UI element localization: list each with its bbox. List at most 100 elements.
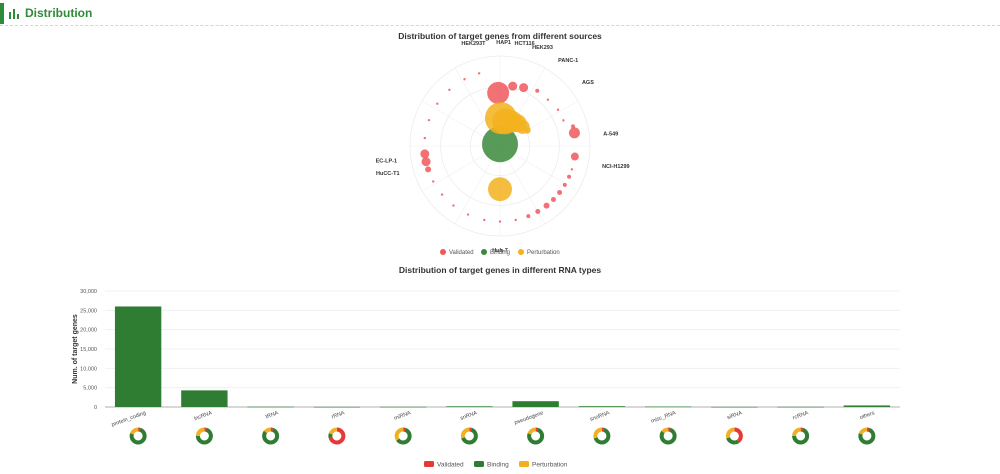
rna-type-bar-chart: Distribution of target genes in differen… xyxy=(72,265,900,469)
donut-tRNA xyxy=(262,427,280,445)
polar-point-27 xyxy=(420,149,430,159)
polar-legend-label-0: Validated xyxy=(449,250,474,256)
polar-angle-label-1: HAP1 xyxy=(496,40,511,46)
polar-angle-label-8: Huh-7 xyxy=(492,248,508,254)
bar-snRNA xyxy=(446,406,493,407)
y-tick-label-6: 30,000 xyxy=(80,289,97,295)
y-tick-label-3: 15,000 xyxy=(80,347,97,353)
polar-point-4 xyxy=(546,98,550,101)
y-tick-label-5: 25,000 xyxy=(80,308,97,314)
polar-point-5 xyxy=(556,108,560,111)
polar-point-2 xyxy=(519,83,529,93)
donut-snRNA xyxy=(460,427,478,445)
polar-point-16 xyxy=(535,208,541,214)
donut-segment-miRNA-1 xyxy=(394,427,412,445)
y-tick-label-0: 0 xyxy=(94,405,97,411)
polar-point-17 xyxy=(526,214,531,219)
polar-point-21 xyxy=(466,213,470,216)
x-tick-label-4: miRNA xyxy=(393,410,412,422)
polar-point-14 xyxy=(550,196,556,202)
bar-siRNA xyxy=(711,406,758,408)
polar-angle-label-9: EC-LP-1 xyxy=(376,158,397,164)
donut-segment-misc_RNA-1 xyxy=(659,427,677,445)
donut-segment-misc_RNA-2 xyxy=(659,427,677,445)
polar-point-15 xyxy=(543,202,550,209)
polar-chart-title: Distribution of target genes from differ… xyxy=(398,31,602,41)
polar-point-3 xyxy=(535,88,540,93)
donut-segment-rRNA-2 xyxy=(328,427,346,445)
donut-segment-rcRNA-1 xyxy=(792,427,810,445)
donut-segment-snoRNA-1 xyxy=(593,427,611,445)
polar-angle-label-4: PANC-1 xyxy=(558,58,578,64)
polar-point-10 xyxy=(570,168,574,171)
x-tick-label-9: siRNA xyxy=(726,410,743,421)
bar-legend-marker-2 xyxy=(519,461,529,467)
x-tick-label-8: misc_RNA xyxy=(650,410,677,425)
polar-point-9 xyxy=(570,152,579,161)
polar-point-33 xyxy=(477,72,481,75)
polar-point-0 xyxy=(487,81,510,104)
donut-segment-rcRNA-2 xyxy=(792,427,810,445)
donut-misc_RNA xyxy=(659,427,677,445)
donut-segment-others-2 xyxy=(858,427,876,445)
bar-miRNA xyxy=(379,406,427,408)
section-header: Distribution xyxy=(0,0,1000,26)
donut-protein_coding xyxy=(129,427,147,445)
bar-chart-icon xyxy=(9,9,19,19)
x-tick-label-10: rcRNA xyxy=(792,410,810,421)
polar-point-31 xyxy=(448,88,451,92)
polar-angle-label-5: AGS xyxy=(582,80,594,86)
polar-point-29 xyxy=(427,118,431,122)
polar-point-6 xyxy=(562,119,565,122)
x-tick-label-11: others xyxy=(859,410,876,421)
polar-point-32 xyxy=(463,78,466,81)
polar-legend-marker-2 xyxy=(518,249,524,255)
bar-others xyxy=(843,405,891,407)
polar-point-11 xyxy=(567,174,572,179)
donut-segment-lncRNA-1 xyxy=(195,427,213,445)
donut-segment-snoRNA-2 xyxy=(593,427,611,445)
polar-point-28 xyxy=(423,136,427,140)
polar-point-1 xyxy=(508,81,518,91)
polar-legend: Validated Binding Perturbation xyxy=(440,249,560,256)
bar-legend-marker-1 xyxy=(474,461,484,467)
x-tick-label-3: rRNA xyxy=(331,410,346,420)
bar-snoRNA xyxy=(578,406,626,407)
polar-point-30 xyxy=(436,102,439,105)
polar-points xyxy=(420,72,580,223)
section-accent-bar xyxy=(0,3,4,24)
polar-point-13 xyxy=(557,190,563,196)
bar-misc_RNA xyxy=(644,406,692,408)
x-tick-label-2: tRNA xyxy=(265,410,280,420)
polar-point-26 xyxy=(421,157,431,167)
bar-legend-marker-0 xyxy=(424,461,434,467)
y-tick-label-4: 20,000 xyxy=(80,328,97,334)
x-tick-label-0: protein_coding xyxy=(111,410,147,428)
bar-legend: Validated Binding Perturbation xyxy=(424,461,568,469)
polar-angle-label-7: NCI-H1299 xyxy=(602,164,630,170)
polar-point-25 xyxy=(425,166,432,173)
bar-lncRNA xyxy=(181,390,228,407)
y-axis-label: Num. of target genes xyxy=(72,314,79,384)
donut-segment-siRNA-1 xyxy=(725,427,743,445)
bar-chart-title: Distribution of target genes in differen… xyxy=(399,265,602,275)
x-tick-label-6: pseudogene xyxy=(514,410,545,426)
donut-segment-snRNA-2 xyxy=(460,427,478,445)
donut-segment-lncRNA-2 xyxy=(195,427,213,445)
polar-legend-marker-1 xyxy=(481,249,487,255)
polar-legend-label-2: Perturbation xyxy=(527,250,560,256)
polar-point-18 xyxy=(514,218,517,222)
polar-angle-label-10: HuCC-T1 xyxy=(376,171,400,177)
y-tick-label-2: 10,000 xyxy=(80,366,97,372)
x-tick-label-5: snRNA xyxy=(460,410,479,422)
donut-siRNA xyxy=(725,427,743,445)
bar-pseudogene xyxy=(512,401,559,407)
donut-snoRNA xyxy=(593,427,611,445)
polar-point-40 xyxy=(523,126,531,134)
polar-angle-label-3: HEK293 xyxy=(532,45,553,51)
polar-point-23 xyxy=(440,193,444,196)
donut-segment-pseudogene-1 xyxy=(527,427,545,445)
polar-point-34 xyxy=(482,126,518,163)
polar-point-8 xyxy=(568,127,580,139)
